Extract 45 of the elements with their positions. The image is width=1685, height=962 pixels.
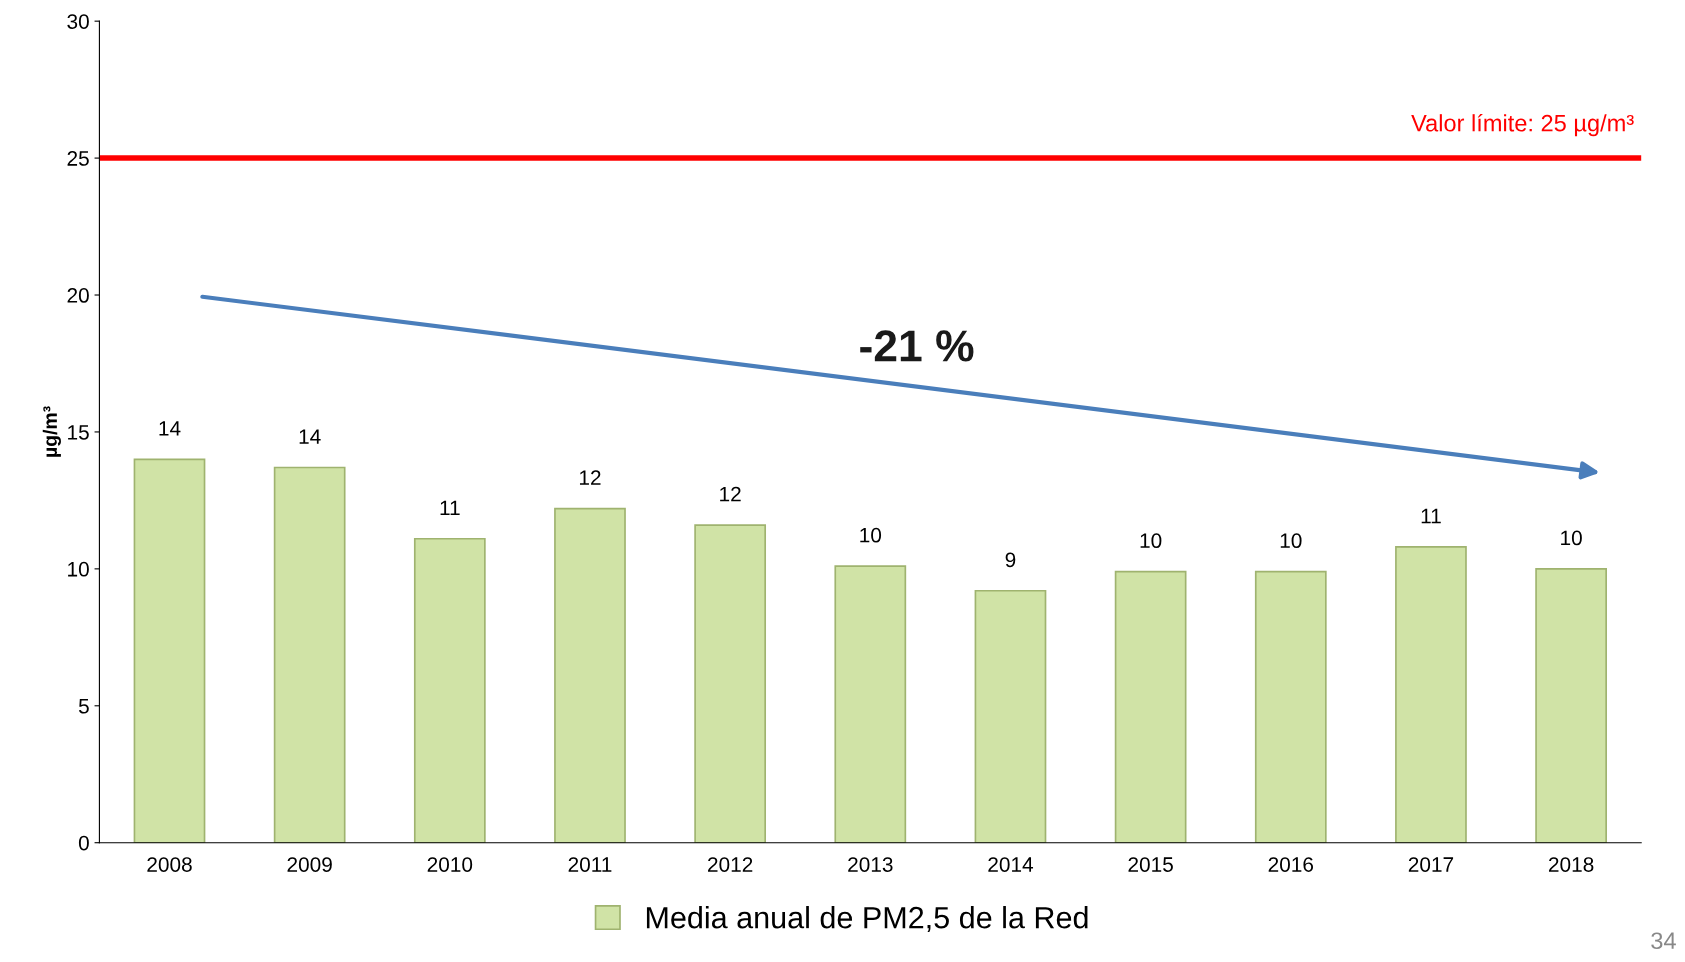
data-label: 12	[720, 486, 741, 502]
data-label: 14	[299, 429, 321, 444]
x-tick-label: 2008	[147, 857, 192, 872]
y-axis-title: µg/m³	[42, 406, 61, 457]
x-tick-label: 2010	[427, 857, 473, 872]
y-tick-label: 25	[67, 151, 89, 166]
y-tick-label: 5	[78, 699, 89, 714]
data-label: 11	[1421, 508, 1441, 524]
data-label: 10	[860, 527, 882, 543]
y-tick-label: 10	[68, 561, 89, 577]
bar	[974, 589, 1047, 843]
bar	[1254, 570, 1327, 843]
y-tick-label: 15	[68, 425, 89, 440]
y-tick-label: 20	[67, 288, 89, 303]
data-label: 10	[1561, 530, 1582, 546]
bar	[413, 537, 486, 843]
x-tick-label: 2009	[287, 857, 332, 872]
bar	[133, 458, 206, 843]
x-tick-label: 2012	[708, 857, 753, 872]
bar	[1395, 546, 1467, 843]
data-label: 11	[440, 500, 460, 515]
x-tick-label: 2013	[848, 857, 893, 872]
data-label: 10	[1140, 533, 1162, 549]
bar	[1535, 568, 1607, 843]
y-tick-label: 30	[67, 14, 89, 29]
x-tick-label: 2014	[988, 857, 1034, 872]
x-tick-label: 2016	[1268, 857, 1314, 872]
x-tick-label: 2018	[1548, 857, 1594, 872]
data-label: 10	[1280, 533, 1302, 549]
x-tick-label: 2015	[1128, 857, 1173, 872]
data-label: 9	[1005, 552, 1016, 568]
bar	[1114, 570, 1187, 843]
x-tick-label: 2011	[568, 857, 612, 872]
annotation: -21 %	[860, 330, 974, 362]
legend-label: Media anual de PM2,5 de la Red	[646, 906, 1088, 933]
ref-line-label: Valor límite: 25 µg/m³	[1411, 113, 1634, 137]
bar	[273, 466, 346, 843]
data-label: 12	[579, 470, 601, 485]
text: 34	[1651, 932, 1676, 950]
bar	[694, 524, 767, 843]
bar	[834, 565, 907, 843]
y-tick-label: 0	[78, 835, 89, 851]
bar	[554, 507, 626, 843]
x-tick-label: 2017	[1408, 857, 1454, 872]
data-label: 14	[159, 421, 181, 436]
